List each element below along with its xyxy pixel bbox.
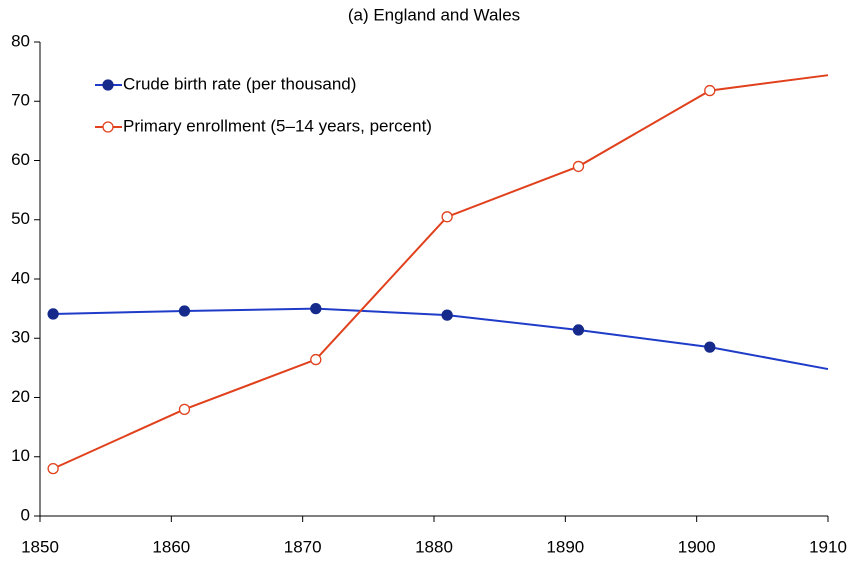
x-tick-label: 1910 [809, 537, 847, 556]
y-tick-label: 60 [11, 150, 30, 169]
data-point [47, 308, 59, 320]
y-tick-label: 80 [11, 31, 30, 50]
data-point [572, 324, 585, 336]
data-point [47, 462, 59, 475]
y-tick-label: 40 [11, 268, 30, 287]
y-tick-label: 30 [11, 328, 30, 347]
y-tick-label: 70 [11, 91, 30, 110]
x-tick-label: 1870 [284, 537, 322, 556]
data-point [178, 403, 191, 416]
x-tick-label: 1880 [415, 537, 453, 556]
x-tick-label: 1860 [152, 537, 190, 556]
x-tick-label: 1900 [678, 537, 716, 556]
legend-marker [102, 121, 114, 133]
y-tick-label: 0 [21, 505, 30, 524]
data-point [178, 305, 191, 317]
legend-label: Primary enrollment (5–14 years, percent) [123, 116, 432, 135]
data-point [310, 353, 322, 366]
y-tick-label: 50 [11, 209, 30, 228]
data-point [441, 211, 453, 223]
data-point [572, 160, 585, 173]
x-tick-label: 1850 [21, 537, 59, 556]
data-point [704, 341, 716, 353]
data-point [310, 302, 322, 315]
series-line [53, 307, 829, 371]
legend-marker [102, 79, 114, 91]
data-point [441, 309, 453, 321]
data-point [704, 84, 716, 97]
legend-label: Crude birth rate (per thousand) [123, 74, 356, 93]
y-tick-label: 20 [11, 387, 30, 406]
chart-title: (a) England and Wales [348, 5, 520, 24]
x-tick-label: 1890 [546, 537, 584, 556]
y-tick-label: 10 [11, 446, 30, 465]
